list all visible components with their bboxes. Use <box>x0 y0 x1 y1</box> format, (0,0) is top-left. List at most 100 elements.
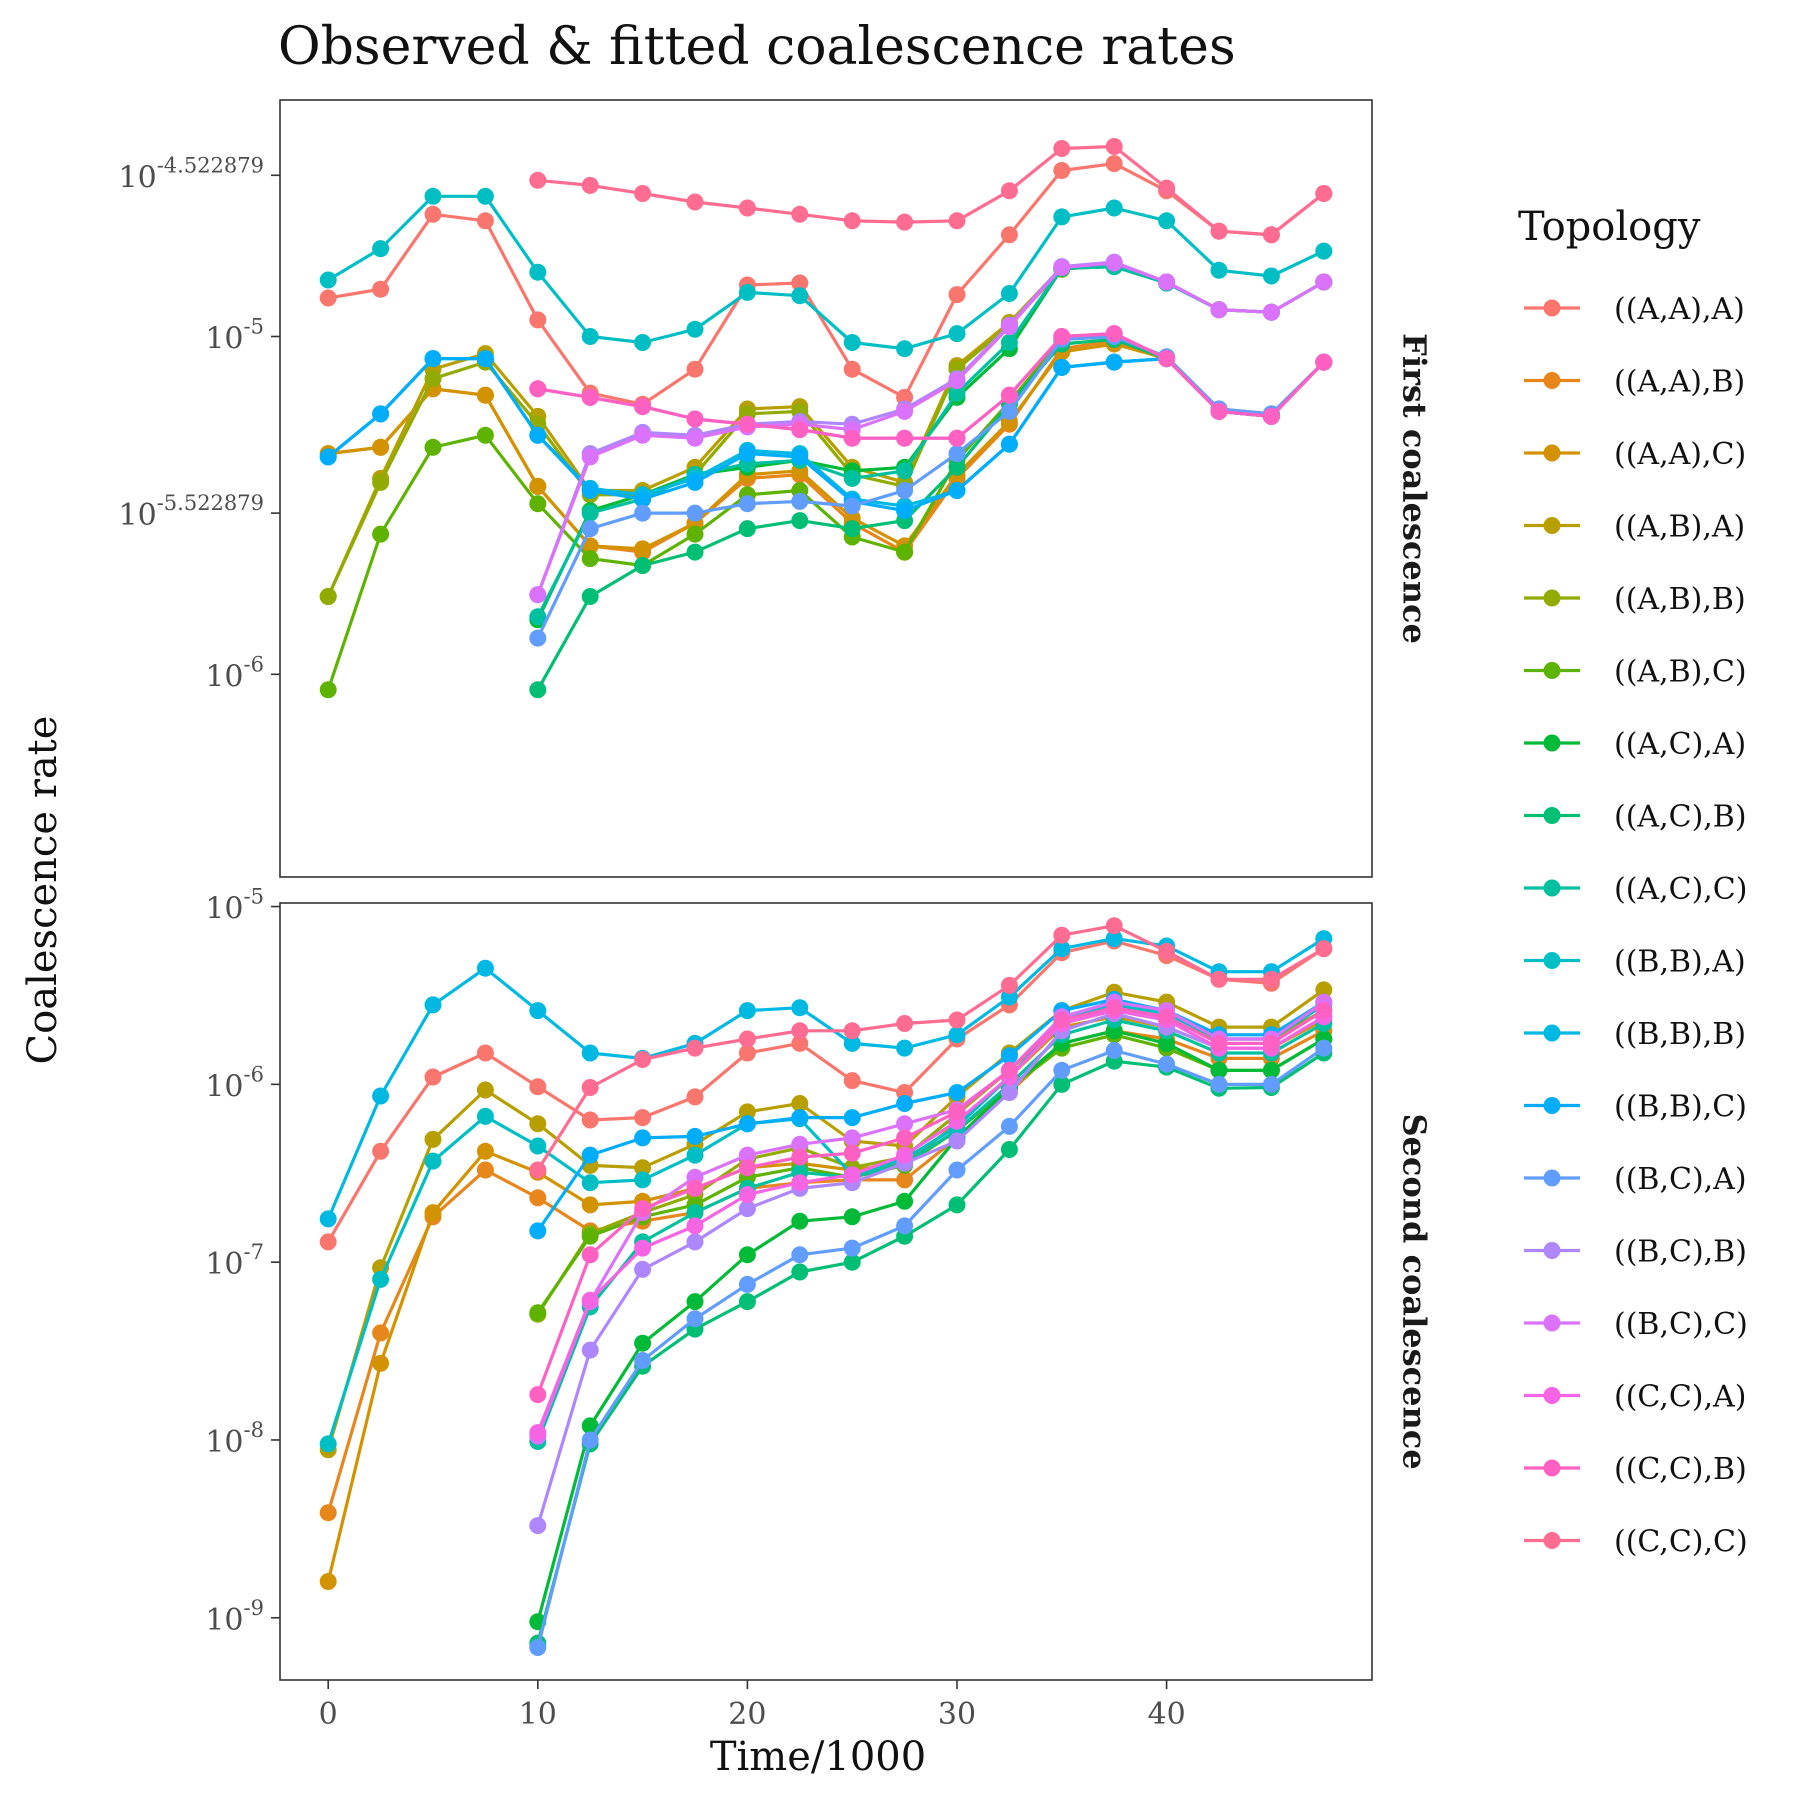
data-point <box>581 1146 599 1164</box>
data-point <box>476 1044 494 1062</box>
data-point <box>1053 162 1071 179</box>
data-point <box>791 1095 809 1112</box>
data-point <box>686 1088 704 1106</box>
data-point <box>738 1159 756 1177</box>
series-line <box>326 1003 1325 1445</box>
data-point <box>738 520 756 538</box>
legend-label: ((A,B),C) <box>1614 655 1747 690</box>
data-point <box>1210 261 1228 279</box>
data-point <box>424 438 442 456</box>
data-point <box>686 1233 704 1251</box>
data-point <box>529 1002 547 1020</box>
data-point <box>686 1217 704 1235</box>
data-point <box>634 1129 652 1147</box>
data-point <box>372 473 390 491</box>
data-point <box>1000 1047 1018 1065</box>
data-point <box>738 1030 756 1048</box>
legend-key-point <box>1543 807 1561 824</box>
data-point <box>738 1115 756 1133</box>
data-point <box>319 289 337 307</box>
series-line <box>326 263 1325 598</box>
series-line <box>536 997 1325 1232</box>
y-tick-label: 10-5.522879 <box>119 491 264 533</box>
series-a-b-b <box>319 256 1333 605</box>
series-c-c-c <box>529 138 1333 244</box>
data-point <box>843 212 861 230</box>
data-point <box>1262 1061 1280 1079</box>
series-line <box>326 334 1325 691</box>
data-point <box>529 171 547 189</box>
legend-label: ((B,C),B) <box>1614 1235 1747 1270</box>
data-point <box>896 462 914 480</box>
data-point <box>843 1239 861 1257</box>
data-point <box>424 370 442 388</box>
series-line <box>537 332 1325 440</box>
legend-key-point <box>1543 1387 1561 1404</box>
data-point <box>896 1217 914 1235</box>
data-point <box>424 1130 442 1148</box>
strip-label: Second coalescence <box>1396 1113 1434 1469</box>
legend-key-point <box>1543 879 1561 897</box>
data-point <box>1158 179 1176 197</box>
data-point <box>476 1161 494 1179</box>
series-a-c-c <box>529 1011 1333 1450</box>
data-point <box>634 1159 652 1177</box>
series-line <box>536 1029 1325 1623</box>
data-point <box>896 482 914 499</box>
data-point <box>686 543 704 561</box>
legend-label: ((B,C),C) <box>1614 1307 1748 1342</box>
data-point <box>791 1034 809 1052</box>
series-c-c-b <box>529 999 1333 1404</box>
data-point <box>738 445 756 463</box>
legend-item-b-c-a: ((B,C),A) <box>1524 1162 1747 1197</box>
data-point <box>1053 1061 1071 1079</box>
data-point <box>581 504 599 522</box>
legend-item-b-c-b: ((B,C),B) <box>1524 1235 1747 1270</box>
data-point <box>529 380 547 398</box>
series-line <box>326 261 1325 598</box>
data-point <box>581 1111 599 1129</box>
data-point <box>948 1084 966 1101</box>
data-point <box>581 520 599 538</box>
data-point <box>686 1039 704 1057</box>
data-point <box>1105 930 1123 948</box>
data-point <box>634 426 652 444</box>
data-point <box>1158 273 1176 291</box>
legend-label: ((C,C),A) <box>1614 1380 1746 1415</box>
legend-title: Topology <box>1518 204 1701 250</box>
legend-item-c-c-c: ((C,C),C) <box>1524 1525 1748 1560</box>
legend-item-a-a-c: ((A,A),C) <box>1524 437 1746 472</box>
data-point <box>424 205 442 223</box>
data-point <box>1105 138 1123 155</box>
data-point <box>738 1186 756 1204</box>
legend-item-c-c-b: ((C,C),B) <box>1524 1452 1747 1487</box>
data-point <box>686 1293 704 1311</box>
panel-second-coalescence: 10-5 10-6 10-7 10-8 10-9 Second coalescence <box>205 885 1434 1681</box>
data-point <box>948 1103 966 1121</box>
data-point <box>581 537 599 555</box>
data-point <box>529 629 547 647</box>
legend-label: ((A,C),C) <box>1614 872 1747 907</box>
data-point <box>1000 1061 1018 1079</box>
data-point <box>843 360 861 378</box>
data-point <box>529 1304 547 1322</box>
series-line <box>536 334 1325 639</box>
series-line <box>328 339 1325 554</box>
y-axis-title: Coalescence rate <box>20 716 66 1065</box>
series-line <box>327 357 1325 513</box>
data-point <box>948 325 966 343</box>
data-point <box>1210 1061 1228 1079</box>
data-point <box>1053 1075 1071 1093</box>
data-point <box>581 1227 599 1245</box>
data-point <box>319 1233 337 1251</box>
data-point <box>896 402 914 420</box>
data-point <box>738 1200 756 1218</box>
legend-key-point <box>1543 952 1561 969</box>
data-point <box>1262 970 1280 988</box>
legend-key-point <box>1543 299 1561 317</box>
data-point <box>686 473 704 491</box>
series-line <box>327 194 1325 351</box>
legend-item-b-b-c: ((B,B),C) <box>1524 1090 1747 1125</box>
data-point <box>791 448 809 466</box>
data-point <box>948 1026 966 1044</box>
